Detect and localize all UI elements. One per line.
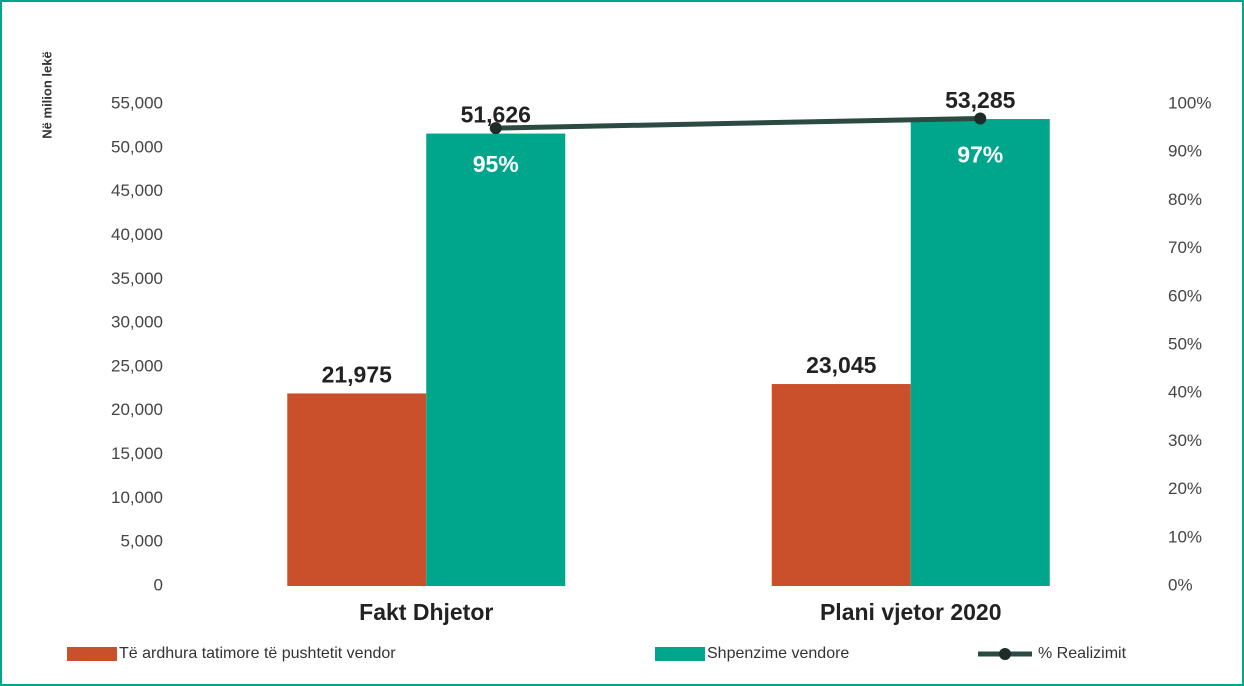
- x-tick-label: Fakt Dhjetor: [359, 599, 493, 625]
- y2-tick-label: 80%: [1168, 190, 1202, 209]
- bar: [910, 119, 1050, 586]
- y2-tick-label: 50%: [1168, 334, 1202, 353]
- y-tick-label: 10,000: [111, 488, 163, 507]
- y-tick-label: 25,000: [111, 356, 163, 375]
- y2-tick-label: 10%: [1168, 527, 1202, 546]
- y2-tick-label: 90%: [1168, 142, 1202, 161]
- y2-tick-label: 100%: [1168, 93, 1211, 112]
- y2-tick-label: 60%: [1168, 286, 1202, 305]
- bar: [426, 133, 566, 586]
- value-label: 53,285: [945, 87, 1016, 113]
- legend-label: % Realizimit: [1038, 645, 1127, 662]
- y-tick-label: 40,000: [111, 225, 163, 244]
- legend-label: Të ardhura tatimore të pushtetit vendor: [119, 645, 396, 662]
- y2-tick-label: 0%: [1168, 575, 1193, 594]
- legend-swatch: [999, 648, 1011, 660]
- y-tick-label: 30,000: [111, 313, 163, 332]
- y2-tick-label: 70%: [1168, 238, 1202, 257]
- y-tick-label: 35,000: [111, 269, 163, 288]
- y-tick-label: 45,000: [111, 181, 163, 200]
- y2-tick-label: 20%: [1168, 479, 1202, 498]
- value-label: 95%: [473, 151, 519, 177]
- legend-swatch: [67, 647, 117, 661]
- bar: [287, 393, 427, 586]
- y-tick-label: 15,000: [111, 444, 163, 463]
- y-axis-label: Në milion lekë: [39, 51, 54, 138]
- y-tick-label: 5,000: [120, 532, 163, 551]
- value-label: 23,045: [806, 352, 877, 378]
- y-tick-label: 20,000: [111, 400, 163, 419]
- bar: [771, 384, 911, 586]
- y-tick-label: 0: [154, 575, 163, 594]
- y2-tick-label: 30%: [1168, 431, 1202, 450]
- value-label: 97%: [957, 142, 1003, 168]
- line: [495, 115, 981, 131]
- x-tick-label: Plani vjetor 2020: [820, 599, 1002, 625]
- y2-tick-label: 40%: [1168, 383, 1202, 402]
- y-tick-label: 50,000: [111, 137, 163, 156]
- line-marker: [974, 112, 987, 125]
- legend-label: Shpenzime vendore: [707, 645, 849, 662]
- line-marker: [489, 122, 502, 135]
- value-label: 21,975: [322, 361, 393, 387]
- y-tick-label: 55,000: [111, 93, 163, 112]
- legend-swatch: [655, 647, 705, 661]
